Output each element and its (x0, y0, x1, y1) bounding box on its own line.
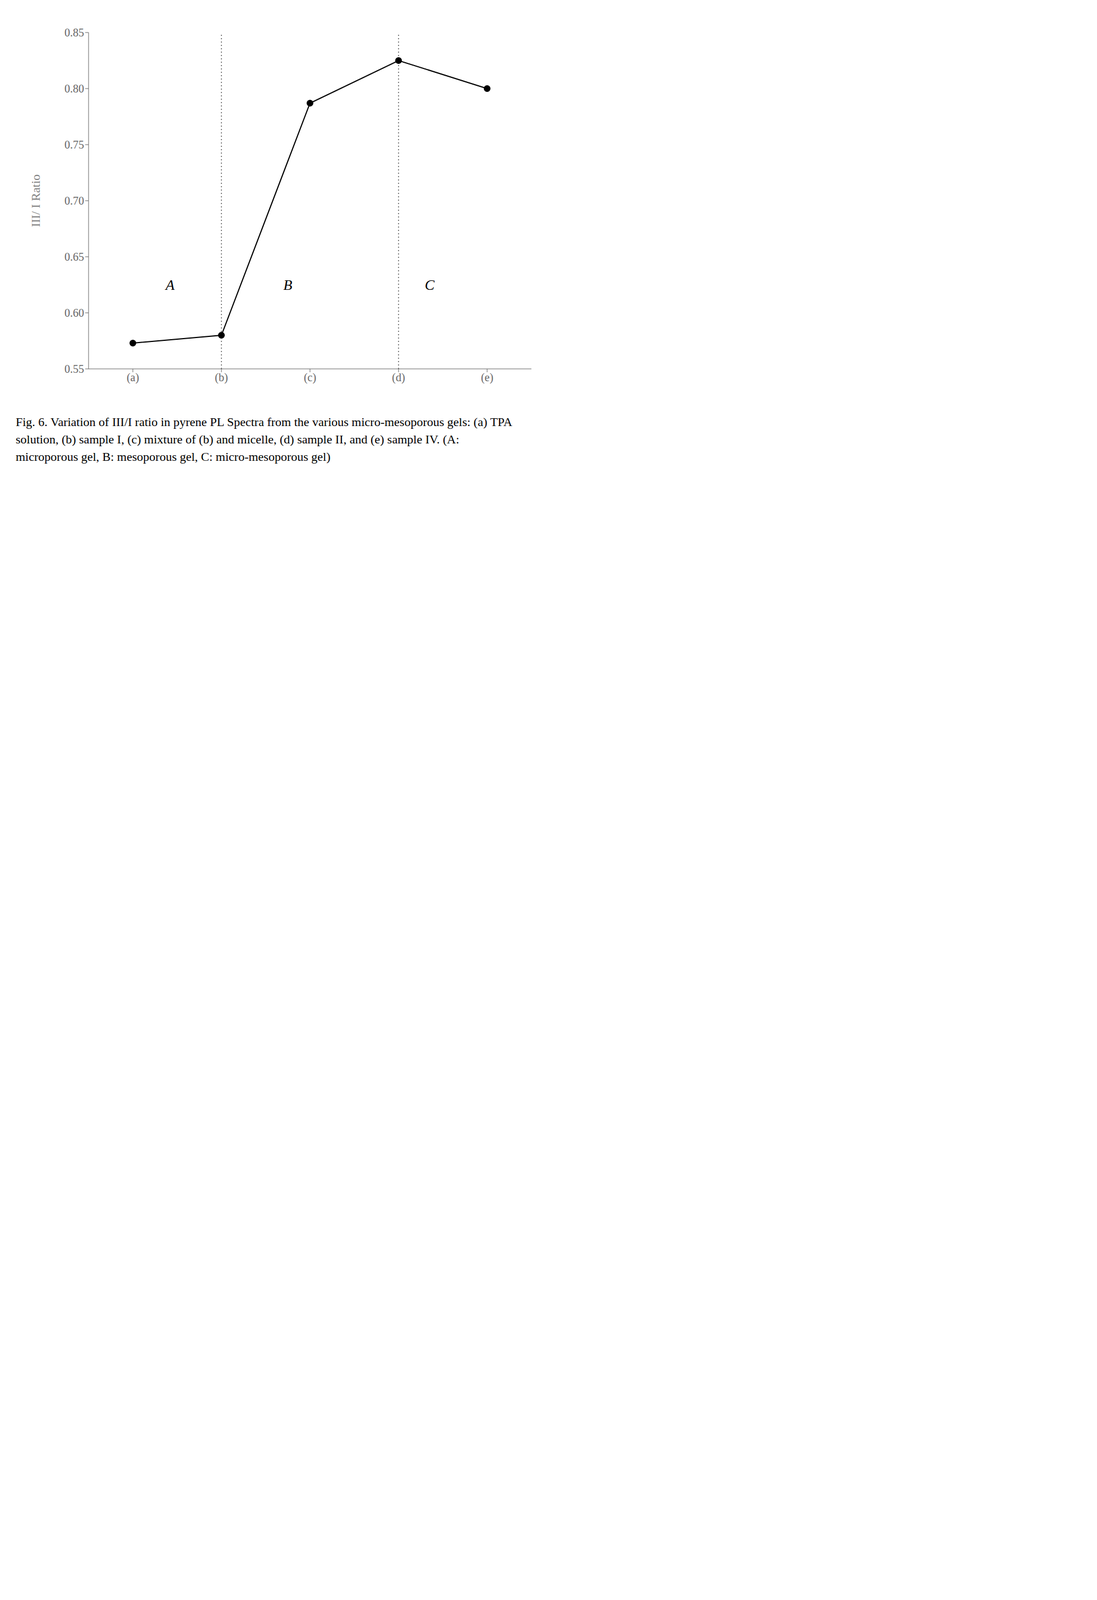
svg-text:(d): (d) (391, 371, 405, 384)
html-text:Fig. 6. Variation of III/I rat: Fig. 6. Variation of III/I ratio in pyre… (15, 414, 512, 464)
svg-text:0.75: 0.75 (64, 138, 85, 151)
svg-text:A: A (164, 276, 175, 294)
svg-text:0.65: 0.65 (64, 250, 85, 263)
svg-text:0.55: 0.55 (64, 362, 85, 376)
svg-text:(e): (e) (480, 371, 494, 384)
svg-text:(b): (b) (214, 371, 228, 384)
svg-text:B: B (283, 276, 293, 294)
svg-text:(c): (c) (303, 371, 317, 384)
svg-text:0.85: 0.85 (64, 26, 85, 39)
svg-text:III/ I Ratio: III/ I Ratio (28, 174, 43, 228)
svg-text:0.80: 0.80 (64, 82, 85, 95)
svg-text:0.70: 0.70 (64, 194, 85, 207)
svg-text:(a): (a) (126, 371, 140, 384)
svg-text:C: C (424, 276, 435, 294)
svg-text:0.60: 0.60 (64, 306, 85, 319)
